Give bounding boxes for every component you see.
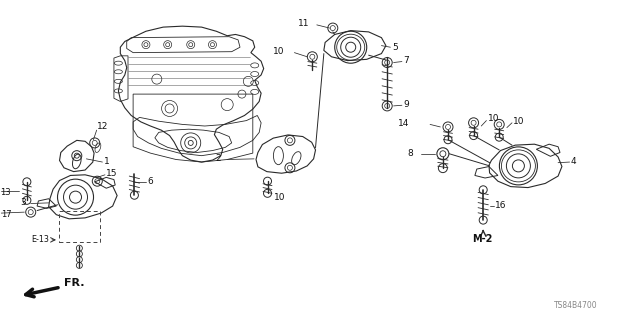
Text: 1: 1 <box>104 157 109 166</box>
Text: 10: 10 <box>274 193 285 202</box>
Text: 10: 10 <box>273 47 285 56</box>
Text: 11: 11 <box>298 19 309 28</box>
Text: M-2: M-2 <box>472 234 492 244</box>
Text: 8: 8 <box>407 149 413 158</box>
Text: 3: 3 <box>20 198 26 207</box>
Text: 14: 14 <box>398 119 410 128</box>
Text: 2: 2 <box>215 154 221 163</box>
Text: 10: 10 <box>488 114 499 123</box>
Text: 7: 7 <box>403 56 409 65</box>
Bar <box>59 211 100 242</box>
Text: 13: 13 <box>0 188 11 197</box>
Text: 4: 4 <box>571 157 577 166</box>
Text: 9: 9 <box>403 100 409 109</box>
Text: TS84B4700: TS84B4700 <box>554 301 597 310</box>
Text: 10: 10 <box>513 117 525 126</box>
Text: FR.: FR. <box>64 278 84 288</box>
Text: 5: 5 <box>392 43 398 52</box>
Text: 17: 17 <box>1 210 12 219</box>
Text: 15: 15 <box>106 169 118 178</box>
Text: 16: 16 <box>495 201 507 210</box>
Text: 6: 6 <box>147 177 153 186</box>
Text: 12: 12 <box>97 122 109 130</box>
Text: E-13: E-13 <box>31 235 49 244</box>
